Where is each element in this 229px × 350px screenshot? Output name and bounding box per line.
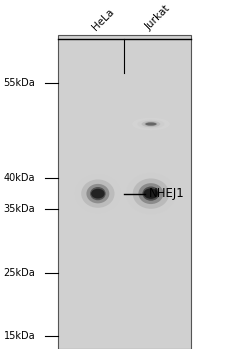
Text: HeLa: HeLa (90, 7, 116, 32)
Text: NHEJ1: NHEJ1 (148, 187, 184, 200)
Text: Jurkat: Jurkat (143, 4, 172, 32)
Ellipse shape (81, 180, 114, 208)
Ellipse shape (132, 118, 169, 130)
Ellipse shape (125, 173, 175, 215)
Ellipse shape (91, 189, 104, 198)
Text: 25kDa: 25kDa (4, 268, 35, 278)
Ellipse shape (90, 187, 105, 200)
Text: 15kDa: 15kDa (4, 331, 35, 341)
Ellipse shape (145, 122, 156, 126)
Ellipse shape (141, 121, 160, 127)
Text: 35kDa: 35kDa (4, 204, 35, 215)
Ellipse shape (132, 178, 168, 209)
Ellipse shape (75, 174, 120, 213)
Ellipse shape (144, 122, 157, 126)
Ellipse shape (143, 188, 158, 199)
Text: 40kDa: 40kDa (4, 173, 35, 183)
Text: 55kDa: 55kDa (4, 78, 35, 88)
Ellipse shape (142, 187, 159, 201)
Bar (58, 35, 190, 349)
Ellipse shape (137, 119, 164, 128)
Ellipse shape (138, 183, 163, 204)
Ellipse shape (86, 184, 109, 203)
